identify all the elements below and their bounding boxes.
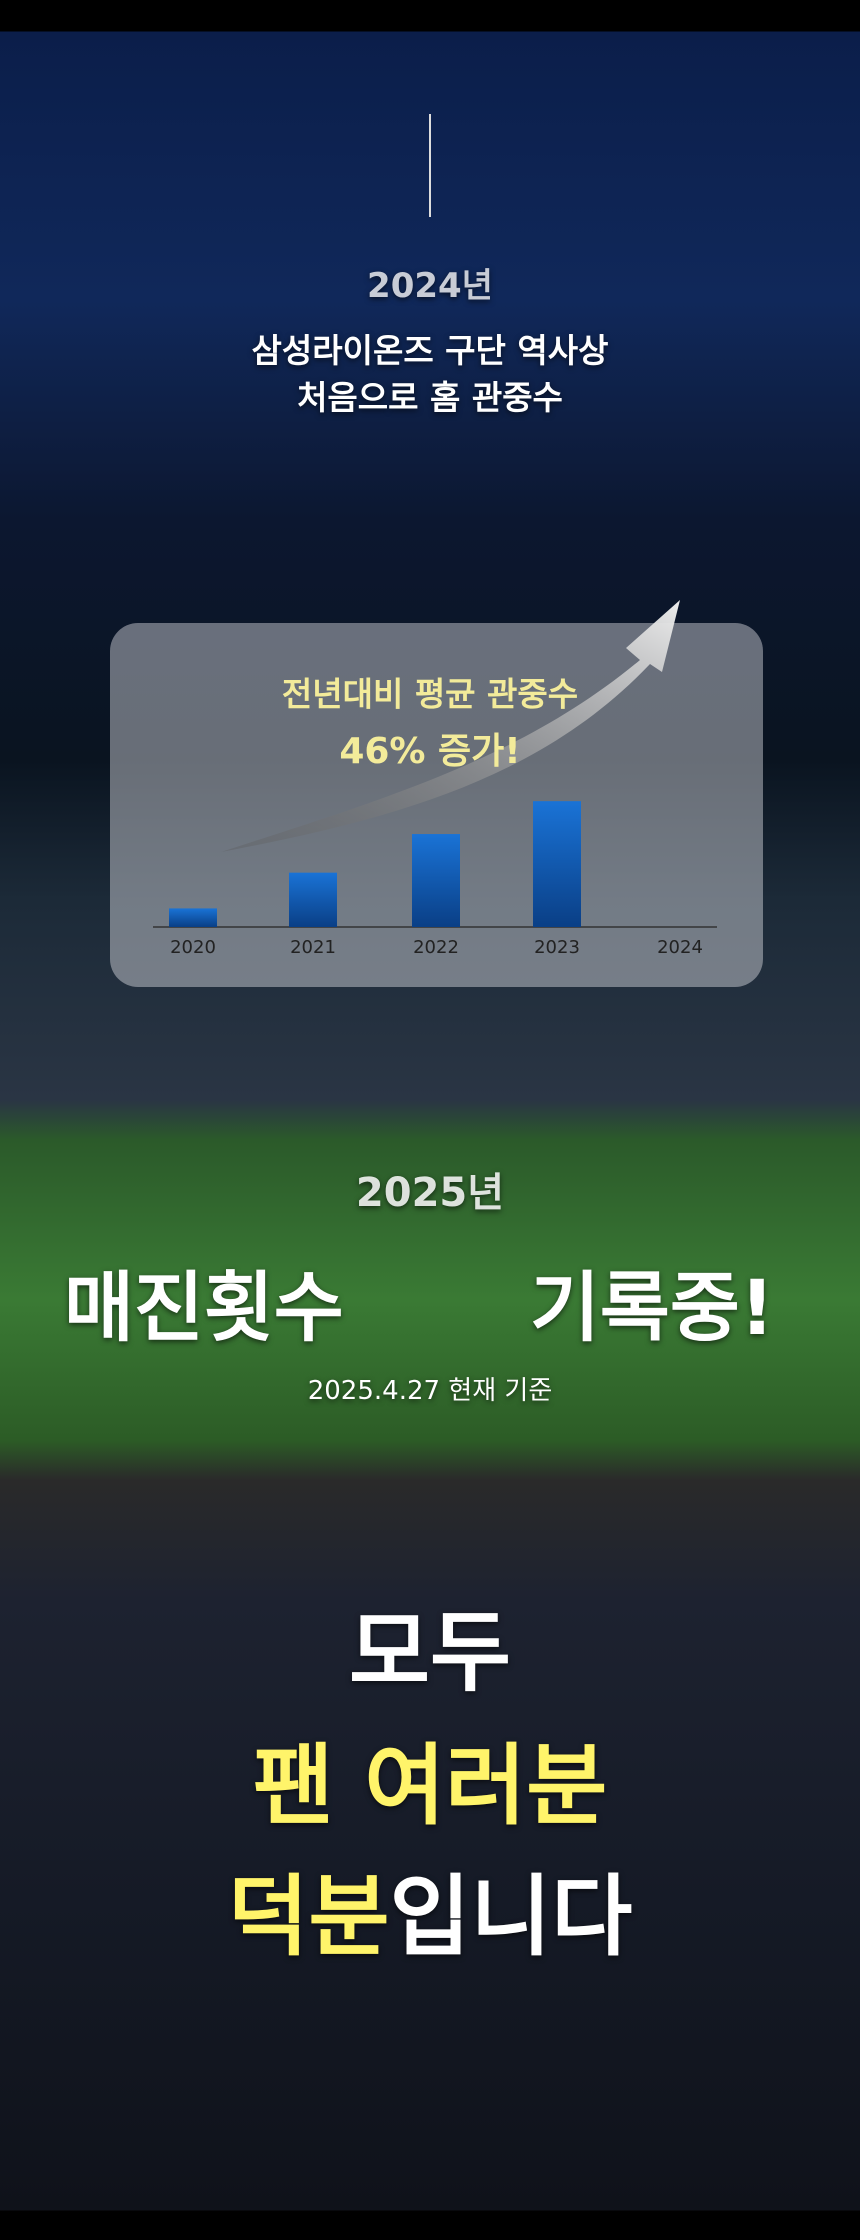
bar <box>533 801 581 927</box>
divider <box>429 114 431 217</box>
closing-text: 입니다 <box>389 1865 633 1968</box>
bar <box>412 834 460 927</box>
bar <box>169 908 217 927</box>
record-left: 매진횟수 <box>64 1263 344 1352</box>
bar <box>289 872 337 927</box>
record-year: 2025년 <box>355 1170 505 1216</box>
closing-line: 팬 여러분 <box>252 1734 608 1837</box>
x-tick-label: 2022 <box>413 937 459 958</box>
trend-arrow <box>221 600 680 852</box>
record-note: 2025.4.27 현재 기준 <box>307 1376 553 1406</box>
x-tick-label: 2023 <box>534 937 580 958</box>
headline: 처음으로 홈 관중수 <box>297 378 563 417</box>
x-tick-label: 2021 <box>290 937 336 958</box>
headline: 삼성라이온즈 구단 역사상 <box>251 331 609 370</box>
chart-subtitle: 46% 증가! <box>339 731 520 772</box>
x-tick-label: 2024 <box>657 937 703 958</box>
closing-highlight: 덕분 <box>227 1865 390 1968</box>
chart-title: 전년대비 평균 관중수 <box>282 675 578 714</box>
record-right: 기록중! <box>530 1263 775 1352</box>
x-tick-label: 2020 <box>170 937 216 958</box>
closing-line: 덕분입니다 <box>0 1846 860 1973</box>
closing-line: 모두 <box>349 1601 511 1704</box>
year-label: 2024년 <box>367 266 493 306</box>
